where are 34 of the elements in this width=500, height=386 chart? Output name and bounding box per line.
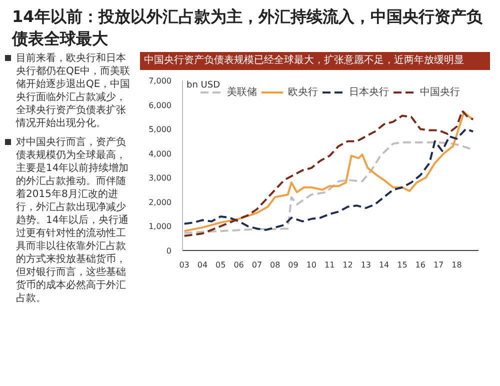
x-tick-label: 03 xyxy=(179,260,190,270)
y-tick-label: 3,000 xyxy=(148,174,172,183)
legend-label: 中国央行 xyxy=(420,86,460,99)
x-tick-label: 04 xyxy=(197,260,208,270)
x-tick-label: 05 xyxy=(216,260,226,270)
x-tick-label: 14 xyxy=(378,260,390,270)
y-tick-label: 2,000 xyxy=(148,198,172,207)
x-tick-label: 18 xyxy=(452,260,462,270)
y-tick-label: 4,000 xyxy=(148,149,172,158)
line-series xyxy=(183,128,474,231)
x-tick-label: 12 xyxy=(342,260,353,270)
y-tick-label: 1,000 xyxy=(148,222,172,232)
x-tick-label: 10 xyxy=(306,260,317,270)
y-tick-label: 7,000 xyxy=(148,76,172,86)
y-tick-label: 6,000 xyxy=(148,100,172,110)
x-tick-label: 06 xyxy=(234,260,244,270)
x-tick-label: 16 xyxy=(415,260,426,270)
x-tick-label: 13 xyxy=(360,260,372,270)
legend-label: 日本央行 xyxy=(349,86,389,99)
y-axis-title: bn USD xyxy=(186,80,220,90)
text: 对中国央行而言，资产负债表规模仍为全球最高，主要是14年以前持续增加的外汇占款推动。而伴随着2015年8月汇改的进行，外汇占款出现净减少趋势。14年以后，央行通过更有针对性的流动性工具而非以往依靠外汇占款的方式来投放基础货币，但对银行而言，这些基础货币的成本必然高于外汇占款。 xyxy=(16,137,129,304)
chart-title: 14年以前：投放以外汇占款为主，外汇持续流入，中国央行资产负债表全球最大 xyxy=(12,6,484,50)
y-tick-label: 5,000 xyxy=(148,125,172,134)
legend-label: 欧央行 xyxy=(288,86,318,99)
x-tick-label: 11 xyxy=(324,260,335,270)
chart-subtitle: 中国央行资产负债表规模已经全球最大，扩张意愿不足，近两年放缓明显 xyxy=(144,54,464,68)
x-tick-label: 07 xyxy=(252,260,262,270)
legend-label: 美联储 xyxy=(227,86,257,99)
text: 目前来看，欧央行和日本央行都仍在QE中，而美联储开始逐步退出QE，中国央行面临外汇占款减少，全球央行资产负债表扩张情况开始出现分化。 xyxy=(14,52,132,130)
x-tick-label: 17 xyxy=(433,260,444,270)
x-tick-label: 09 xyxy=(288,260,298,270)
y-tick-label: 0 xyxy=(166,246,172,256)
x-tick-label: 08 xyxy=(270,260,280,270)
x-tick-label: 15 xyxy=(397,260,408,270)
